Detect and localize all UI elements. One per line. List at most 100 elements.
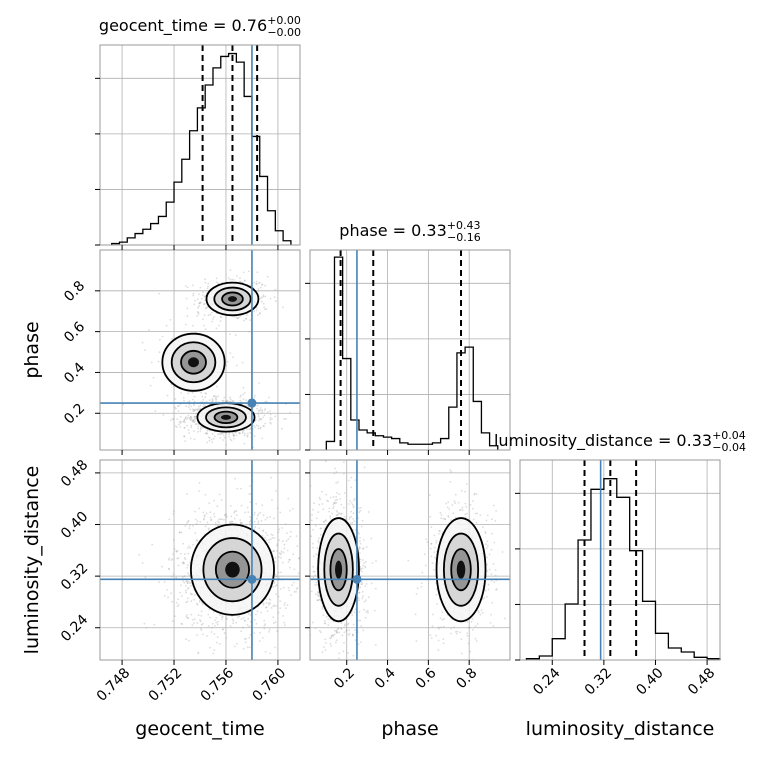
sample-point bbox=[186, 566, 189, 569]
sample-point bbox=[430, 542, 433, 545]
x-tick-label: 0.2 bbox=[331, 665, 358, 692]
title-text: phase = 0.33 bbox=[339, 221, 446, 240]
sample-point bbox=[192, 420, 195, 422]
sample-point bbox=[343, 461, 345, 464]
sample-point bbox=[486, 544, 489, 547]
histogram-luminosity_distance bbox=[525, 478, 721, 660]
sample-point bbox=[262, 425, 265, 427]
sample-point bbox=[153, 623, 156, 626]
sample-point bbox=[441, 619, 444, 621]
contour-line bbox=[202, 537, 263, 603]
sample-point bbox=[239, 519, 242, 521]
sample-point bbox=[175, 550, 178, 553]
sample-point bbox=[317, 590, 320, 593]
sample-point bbox=[221, 432, 224, 435]
sample-point bbox=[256, 271, 259, 274]
sample-point bbox=[283, 547, 286, 550]
sample-point bbox=[328, 507, 331, 510]
sample-point bbox=[325, 615, 328, 618]
sample-point bbox=[198, 302, 201, 305]
sample-point bbox=[244, 619, 246, 622]
sample-point bbox=[259, 409, 262, 412]
sample-point bbox=[255, 613, 257, 616]
sample-point bbox=[262, 416, 264, 419]
sample-point bbox=[210, 438, 213, 441]
sample-point bbox=[188, 400, 191, 402]
sample-point bbox=[157, 360, 160, 363]
y-axis-label-luminosity_distance: luminosity_distance bbox=[21, 466, 43, 655]
sample-point bbox=[320, 527, 323, 530]
sample-point bbox=[450, 627, 453, 630]
sample-point bbox=[228, 435, 231, 438]
sample-point bbox=[268, 538, 271, 541]
sample-point bbox=[469, 503, 472, 506]
panel-title-luminosity_distance: luminosity_distance = 0.33+0.04 −0.04 bbox=[494, 429, 746, 454]
sample-point bbox=[168, 518, 171, 521]
sample-point bbox=[214, 395, 217, 398]
sample-point bbox=[229, 521, 232, 524]
sample-point bbox=[202, 511, 205, 514]
sample-point bbox=[330, 634, 333, 637]
sample-point bbox=[352, 654, 355, 657]
sample-point bbox=[252, 446, 255, 449]
sample-point bbox=[192, 404, 195, 407]
sample-point bbox=[200, 615, 203, 617]
sample-point bbox=[359, 641, 362, 643]
sample-point bbox=[194, 299, 196, 302]
sample-point bbox=[141, 562, 144, 564]
sample-point bbox=[486, 514, 489, 517]
sample-point bbox=[194, 510, 196, 513]
sample-point bbox=[323, 521, 325, 523]
sample-point bbox=[338, 512, 341, 515]
sample-point bbox=[360, 625, 363, 627]
sample-point bbox=[256, 514, 259, 517]
sample-point bbox=[347, 622, 350, 625]
sample-point bbox=[202, 318, 204, 321]
sample-point bbox=[190, 405, 193, 408]
sample-point bbox=[261, 284, 263, 286]
sample-point bbox=[200, 623, 203, 626]
sample-point bbox=[490, 548, 493, 551]
sample-point bbox=[486, 540, 489, 543]
x-tick-label: 0.8 bbox=[453, 665, 480, 692]
sample-point bbox=[239, 396, 242, 398]
sample-point bbox=[481, 526, 484, 529]
sample-point bbox=[447, 515, 449, 517]
sample-point bbox=[464, 513, 467, 516]
sample-point bbox=[335, 495, 338, 498]
sample-point bbox=[168, 568, 171, 570]
sample-point bbox=[189, 418, 192, 421]
title-sup: +0.00 bbox=[267, 14, 301, 27]
sample-point bbox=[352, 633, 354, 636]
sample-point bbox=[211, 626, 214, 629]
sample-point bbox=[492, 625, 495, 627]
sample-point bbox=[226, 361, 229, 363]
title-sup: +0.04 bbox=[712, 429, 746, 442]
sample-point bbox=[248, 330, 251, 333]
panel-frame bbox=[99, 459, 301, 661]
sample-point bbox=[450, 470, 453, 473]
sample-point bbox=[145, 627, 148, 629]
sample-point bbox=[185, 616, 188, 618]
sample-point bbox=[169, 319, 172, 321]
sample-point bbox=[352, 505, 355, 508]
sample-point bbox=[332, 505, 335, 508]
sample-point bbox=[190, 593, 193, 596]
sample-point bbox=[183, 418, 186, 421]
sample-point bbox=[443, 617, 445, 620]
sample-point bbox=[208, 399, 211, 401]
sample-point bbox=[280, 552, 283, 555]
sample-point bbox=[240, 394, 242, 397]
sample-point bbox=[375, 560, 377, 562]
sample-point bbox=[485, 519, 488, 522]
sample-point bbox=[347, 633, 350, 636]
sample-point bbox=[229, 438, 232, 441]
sample-point bbox=[193, 395, 196, 398]
sample-point bbox=[183, 426, 186, 429]
sample-point bbox=[350, 486, 353, 489]
sample-point bbox=[233, 315, 236, 318]
sample-point bbox=[279, 553, 282, 556]
truth-marker bbox=[352, 574, 362, 584]
sample-point bbox=[469, 650, 472, 653]
sample-point bbox=[190, 613, 193, 616]
